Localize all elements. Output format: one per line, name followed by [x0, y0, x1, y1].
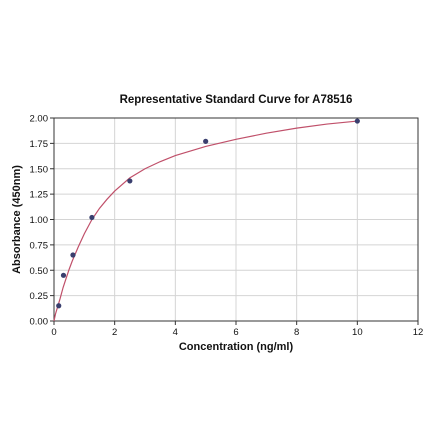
y-axis-label: Absorbance (450nm)	[11, 165, 23, 274]
data-point	[89, 214, 95, 221]
x-axis-label: Concentration (ng/ml)	[179, 341, 294, 353]
data-point	[203, 138, 209, 144]
data-point	[60, 272, 67, 278]
fit-curve-layer	[53, 120, 358, 322]
x-tick-label: 2	[112, 327, 117, 338]
chart-title: Representative Standard Curve for A78516	[120, 94, 353, 106]
y-tick-label: 2.00	[30, 114, 49, 125]
x-tick-label: 0	[51, 327, 56, 338]
x-tick-label: 12	[413, 327, 424, 338]
grid-lines	[53, 117, 419, 322]
x-tick-label: 6	[233, 327, 238, 338]
axis-ticks: 0 2 4 6 8 10 12 0.00 0.25 0.50 0.75 1.00 1.25 1.50 1.7…	[30, 114, 424, 339]
data-points	[56, 118, 360, 309]
y-tick-label: 1.00	[30, 215, 49, 226]
data-point	[127, 178, 133, 184]
y-tick-label: 0.50	[30, 266, 49, 277]
y-tick-label: 0.25	[30, 291, 49, 302]
data-point	[56, 303, 62, 309]
y-tick-label: 0.00	[30, 317, 49, 328]
x-tick-label: 8	[294, 327, 299, 338]
fit-curve	[53, 120, 358, 322]
y-tick-label: 1.75	[30, 139, 49, 150]
x-tick-label: 10	[352, 327, 363, 338]
data-point	[354, 118, 360, 124]
y-tick-label: 0.75	[30, 240, 49, 251]
y-tick-label: 1.25	[30, 190, 49, 201]
y-tick-label: 1.50	[30, 164, 49, 175]
data-point	[70, 252, 76, 258]
x-tick-label: 4	[173, 327, 178, 338]
